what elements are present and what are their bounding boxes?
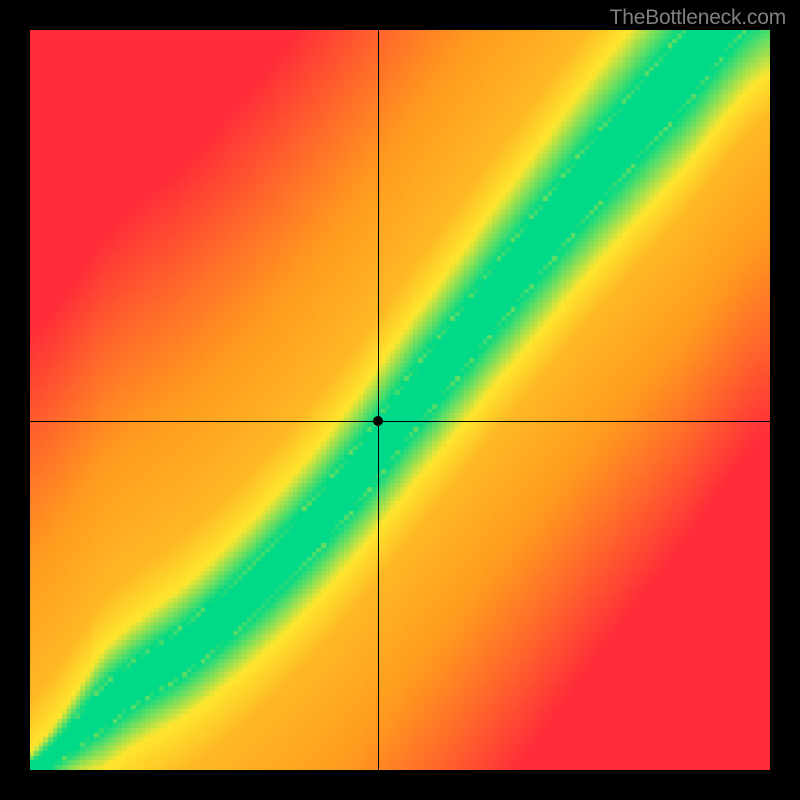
plot-area (30, 30, 770, 770)
crosshair-horizontal (30, 421, 770, 422)
crosshair-marker (373, 416, 383, 426)
heatmap-canvas (30, 30, 770, 770)
crosshair-vertical (378, 30, 379, 770)
chart-container: TheBottleneck.com (0, 0, 800, 800)
watermark-text: TheBottleneck.com (610, 6, 786, 30)
